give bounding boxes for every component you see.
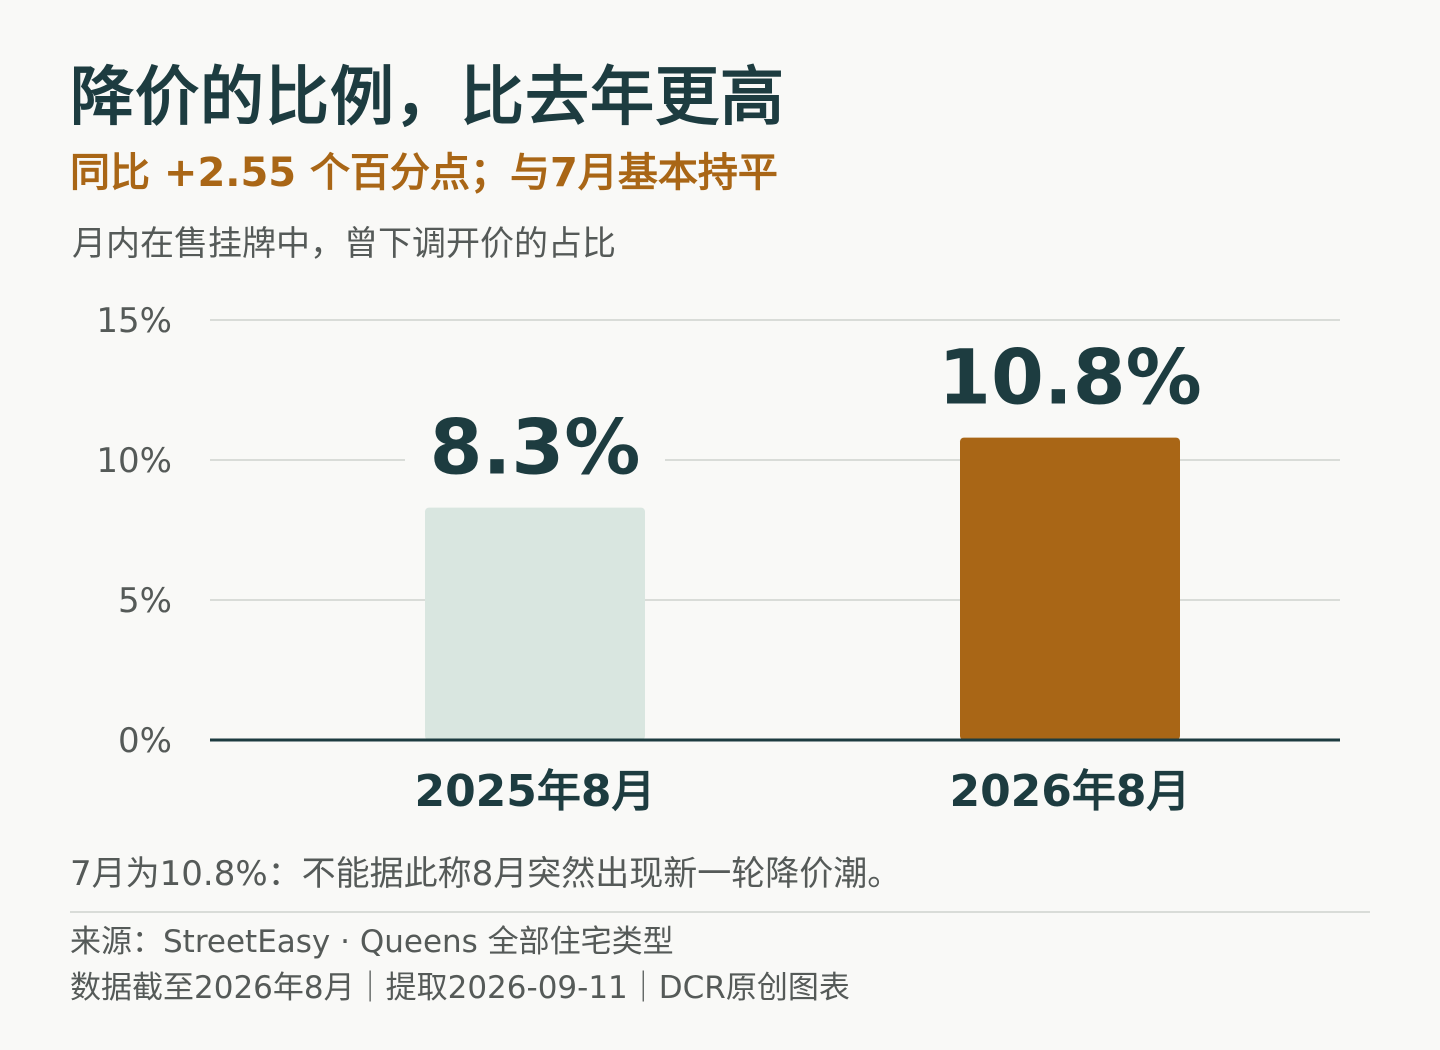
y-tick-label: 5% <box>118 581 172 621</box>
footer-line: 数据截至2026年8月｜提取2026-09-11｜DCR原创图表 <box>70 970 850 1006</box>
y-tick-label: 10% <box>96 441 172 481</box>
chart-annotation: 7月为10.8%：不能据此称8月突然出现新一轮降价潮。 <box>70 854 902 894</box>
chart-description: 月内在售挂牌中，曾下调开价的占比 <box>72 224 616 264</box>
x-tick-label: 2025年8月 <box>414 766 655 817</box>
bar-value-label: 8.3% <box>430 403 641 492</box>
chart-subtitle: 同比 +2.55 个百分点；与7月基本持平 <box>70 150 778 196</box>
divider <box>70 911 1370 913</box>
x-tick-label: 2026年8月 <box>949 766 1190 817</box>
y-tick-label: 15% <box>96 301 172 341</box>
chart-title: 降价的比例，比去年更高 <box>70 61 785 135</box>
bar-2 <box>960 437 1180 740</box>
value-label-plate <box>405 415 665 492</box>
bar-chart: 0% 5% 10% 15% 8.3% 2025年8月 10.8% 2026年8月 <box>96 301 1340 817</box>
y-tick-label: 0% <box>118 721 172 761</box>
source-line: 来源：StreetEasy · Queens 全部住宅类型 <box>70 924 674 960</box>
bar-1 <box>425 507 645 740</box>
bar-value-label: 10.8% <box>938 333 1202 422</box>
